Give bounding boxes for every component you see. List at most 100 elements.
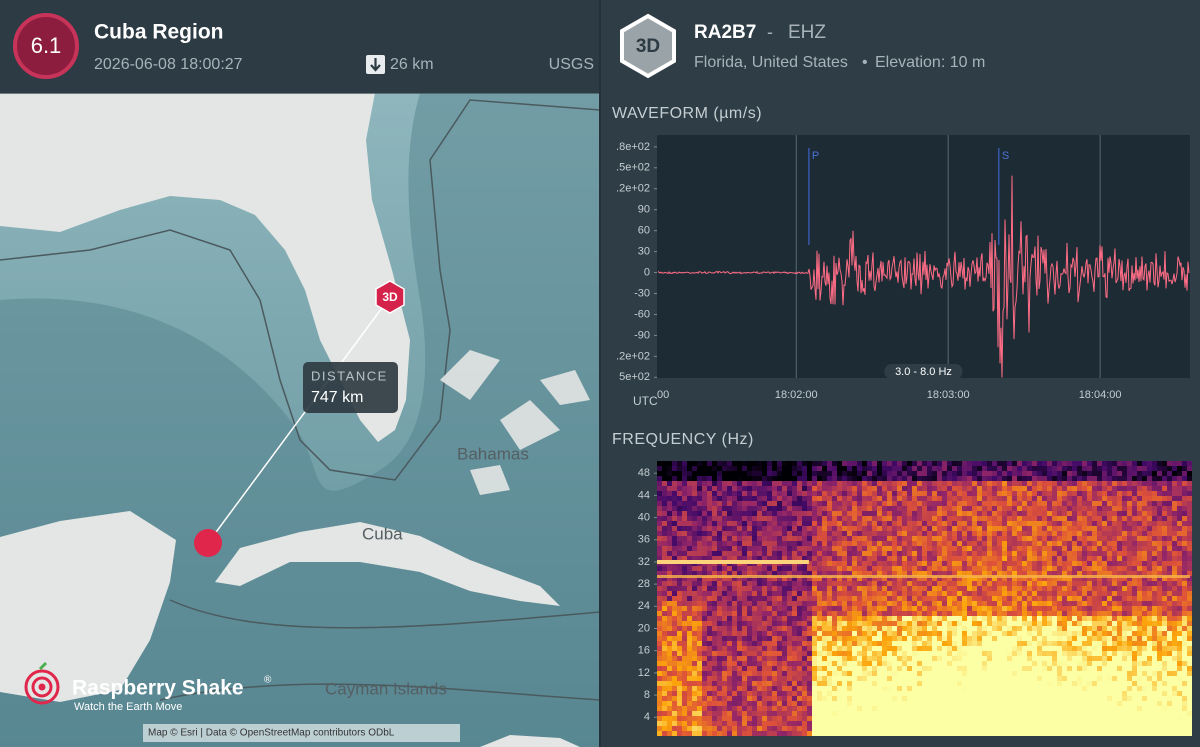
spectrogram-cell [1092, 596, 1097, 601]
spectrogram-cell [752, 636, 757, 641]
spectrogram-cell [662, 726, 667, 731]
spectrogram-cell [892, 461, 897, 466]
spectrogram-cell [867, 546, 872, 551]
spectrogram-cell [962, 496, 967, 501]
spectrogram-cell [667, 666, 672, 671]
spectrogram-cell [1067, 591, 1072, 596]
spectrogram-cell [952, 531, 957, 536]
spectrogram-cell [987, 496, 992, 501]
spectrogram-cell [742, 601, 747, 606]
spectrogram-cell [997, 536, 1002, 541]
spectrogram-cell [1022, 711, 1027, 716]
station-marker[interactable] [375, 280, 405, 314]
spectrogram-cell [787, 586, 792, 591]
spectrogram-cell [767, 616, 772, 621]
spectrogram-cell [807, 471, 812, 476]
spectrogram-cell [722, 686, 727, 691]
spectrogram-cell [1062, 661, 1067, 666]
spectrogram-cell [1087, 686, 1092, 691]
spectrogram-cell [777, 606, 782, 611]
spectrogram-cell [1022, 501, 1027, 506]
spectrogram-cell [667, 501, 672, 506]
spectrogram-cell [752, 586, 757, 591]
spectrogram-cell [762, 586, 767, 591]
spectrogram-cell [657, 521, 662, 526]
spectrogram-cell [1087, 581, 1092, 586]
epicenter-marker[interactable] [194, 529, 222, 557]
spectrogram-cell [777, 506, 782, 511]
spectrogram-cell [742, 616, 747, 621]
spectrogram-cell [1062, 536, 1067, 541]
spectrogram-cell [767, 596, 772, 601]
spectrogram-cell [927, 551, 932, 556]
spectrogram-cell [732, 496, 737, 501]
spectrogram-cell [972, 581, 977, 586]
spectrogram-cell [802, 656, 807, 661]
spectrogram-cell [887, 551, 892, 556]
y-tick-label: .5e+02 [616, 162, 650, 174]
spectrogram-cell [822, 731, 827, 736]
spectrogram-cell [767, 691, 772, 696]
spectrogram-cell [812, 681, 817, 686]
y-tick-label: 5e+02 [619, 371, 650, 383]
spectrogram-cell [1047, 721, 1052, 726]
spectrogram-cell [1097, 471, 1102, 476]
spectrogram-cell [832, 616, 837, 621]
spectrogram-cell [747, 511, 752, 516]
spectrogram-cell [987, 571, 992, 576]
spectrogram-cell [767, 566, 772, 571]
spectrogram-cell [882, 566, 887, 571]
spectrogram-cell [737, 651, 742, 656]
spectrogram-cell [662, 686, 667, 691]
attribution[interactable]: Map © Esri | Data © OpenStreetMap contri… [148, 728, 395, 739]
spectrogram-cell [747, 716, 752, 721]
spectrogram-cell [837, 536, 842, 541]
spectrogram-cell [847, 461, 852, 466]
spectrogram-cell [952, 686, 957, 691]
spectrogram-cell [1002, 671, 1007, 676]
spectrogram-cell [862, 601, 867, 606]
spectrogram-cell [757, 696, 762, 701]
spectrogram-cell [787, 476, 792, 481]
spectrogram-cell [692, 586, 697, 591]
spectrogram-cell [822, 481, 827, 486]
spectrogram-cell [867, 496, 872, 501]
spectrogram-cell [1002, 636, 1007, 641]
spectrogram-cell [967, 511, 972, 516]
spectrogram-cell [827, 616, 832, 621]
spectrogram-cell [832, 496, 837, 501]
spectrogram-cell [667, 731, 672, 736]
spectrogram-cell [812, 566, 817, 571]
spectrogram-cell [972, 656, 977, 661]
x-tick-label: 18:04:00 [1079, 389, 1122, 401]
spectrogram-cell [812, 496, 817, 501]
spectrogram-cell [857, 691, 862, 696]
brand-logo[interactable]: Raspberry Shake ® Watch the Earth Move [24, 661, 272, 713]
spectrogram-cell [827, 661, 832, 666]
spectrogram-cell [947, 516, 952, 521]
map[interactable]: 3D DISTANCE 747 km Bahamas Cuba Cayman I… [0, 93, 600, 747]
spectrogram-cell [1092, 651, 1097, 656]
spectrogram-cell [1082, 561, 1087, 566]
spectrogram-cell [1027, 591, 1032, 596]
spectrogram-cell [867, 661, 872, 666]
spectrogram-cell [1082, 631, 1087, 636]
spectrogram-cell [967, 696, 972, 701]
spectrogram-cell [917, 651, 922, 656]
spectrogram-cell [827, 566, 832, 571]
spectrogram-cell [1097, 486, 1102, 491]
spectrogram-cell [702, 656, 707, 661]
spectrogram-cell [1027, 526, 1032, 531]
spectrogram-cell [812, 561, 817, 566]
spectrogram-cell [1052, 681, 1057, 686]
spectrogram-cell [1092, 706, 1097, 711]
spectrogram-cell [847, 676, 852, 681]
spectrogram-cell [687, 626, 692, 631]
spectrogram-cell [772, 501, 777, 506]
spectrogram-cell [902, 721, 907, 726]
spectrogram-cell [742, 511, 747, 516]
spectrogram-cell [882, 571, 887, 576]
spectrogram-cell [722, 666, 727, 671]
spectrogram-cell [797, 621, 802, 626]
spectrogram-cell [867, 701, 872, 706]
